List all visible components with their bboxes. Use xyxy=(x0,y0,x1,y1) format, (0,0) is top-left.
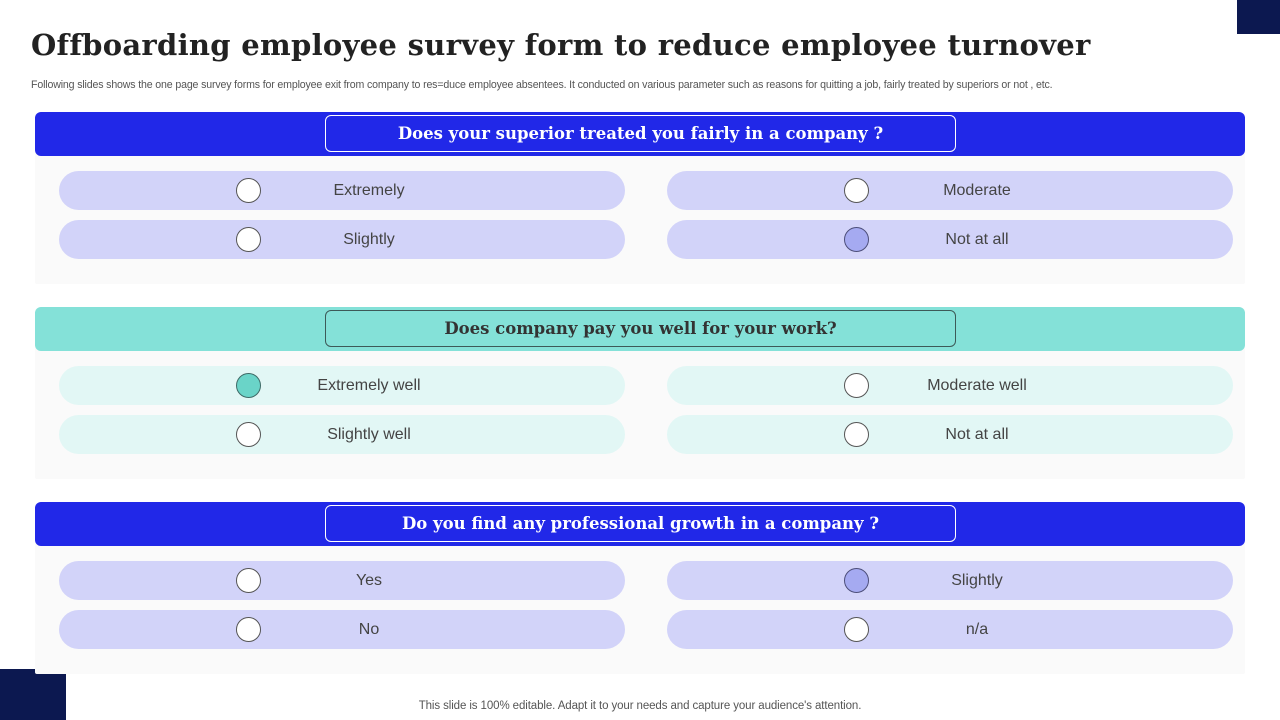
option-label: Moderate xyxy=(943,182,1011,199)
radio-button-selected-icon[interactable] xyxy=(844,227,869,252)
question-text: Does company pay you well for your work? xyxy=(325,310,956,347)
option-label: Not at all xyxy=(945,426,1009,443)
question-text: Do you find any professional growth in a… xyxy=(325,505,956,542)
option-label: Moderate well xyxy=(927,377,1027,394)
option-label: Not at all xyxy=(945,231,1009,248)
radio-button-icon[interactable] xyxy=(236,617,261,642)
page-subtitle: Following slides shows the one page surv… xyxy=(31,79,1053,91)
option-yes[interactable]: Yes xyxy=(59,561,625,600)
radio-button-icon[interactable] xyxy=(844,617,869,642)
radio-button-icon[interactable] xyxy=(236,568,261,593)
radio-button-icon[interactable] xyxy=(844,422,869,447)
radio-button-icon[interactable] xyxy=(236,422,261,447)
option-slightly-well[interactable]: Slightly well xyxy=(59,415,625,454)
option-extremely[interactable]: Extremely xyxy=(59,171,625,210)
corner-decoration-top-right xyxy=(1237,0,1280,34)
option-label: Slightly xyxy=(951,572,1003,589)
radio-button-icon[interactable] xyxy=(844,178,869,203)
radio-button-icon[interactable] xyxy=(844,373,869,398)
option-label: Extremely well xyxy=(317,377,421,394)
question-header xyxy=(35,502,1245,546)
option-label: No xyxy=(358,621,380,638)
option-label: Slightly xyxy=(343,231,395,248)
option-label: Slightly well xyxy=(327,426,411,443)
option-no[interactable]: No xyxy=(59,610,625,649)
corner-decoration-bottom-left xyxy=(0,669,66,720)
radio-button-selected-icon[interactable] xyxy=(236,373,261,398)
question-header xyxy=(35,307,1245,351)
footer-note: This slide is 100% editable. Adapt it to… xyxy=(418,700,862,712)
option-slightly[interactable]: Slightly xyxy=(59,220,625,259)
radio-button-selected-icon[interactable] xyxy=(844,568,869,593)
option-extremely-well[interactable]: Extremely well xyxy=(59,366,625,405)
option-slightly[interactable]: Slightly xyxy=(667,561,1233,600)
option-not-at-all[interactable]: Not at all xyxy=(667,220,1233,259)
option-moderate[interactable]: Moderate xyxy=(667,171,1233,210)
radio-button-icon[interactable] xyxy=(236,178,261,203)
page-title: Offboarding employee survey form to redu… xyxy=(31,28,1091,62)
option-label: Extremely xyxy=(333,182,405,199)
radio-button-icon[interactable] xyxy=(236,227,261,252)
option-not-at-all[interactable]: Not at all xyxy=(667,415,1233,454)
question-header xyxy=(35,112,1245,156)
option-label: n/a xyxy=(965,621,989,638)
question-text: Does your superior treated you fairly in… xyxy=(325,115,956,152)
option-label: Yes xyxy=(355,572,383,589)
option-moderate-well[interactable]: Moderate well xyxy=(667,366,1233,405)
option-n-a[interactable]: n/a xyxy=(667,610,1233,649)
